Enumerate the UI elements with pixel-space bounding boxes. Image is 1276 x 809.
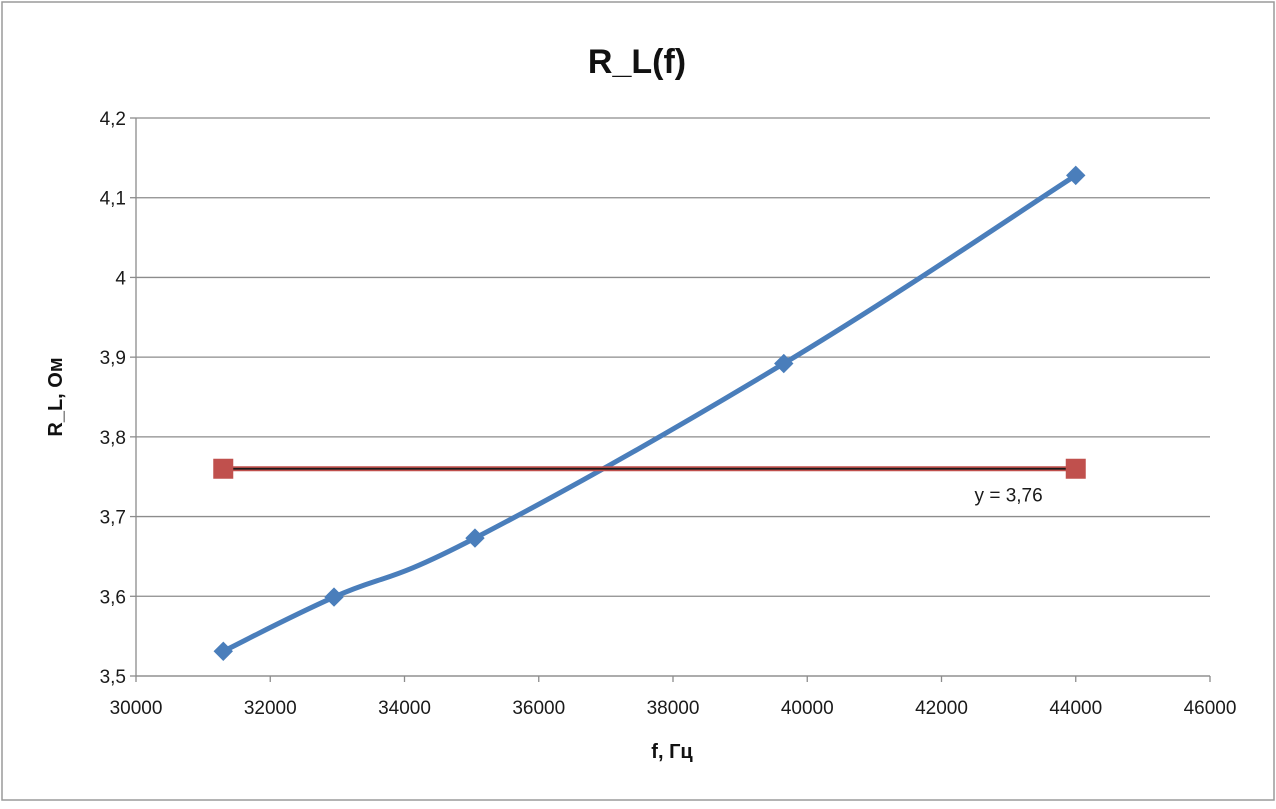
y-tick-label: 3,5 (100, 667, 126, 688)
y-tick-label: 4,2 (100, 109, 126, 130)
y-tick-label: 4,1 (100, 189, 126, 210)
series-layer (213, 165, 1086, 661)
x-tick-label: 46000 (1184, 698, 1237, 719)
series-line (220, 172, 1079, 654)
x-tick-label: 34000 (378, 698, 431, 719)
y-tick-label: 4 (115, 268, 126, 289)
trendline-equation-label: y = 3,76 (975, 485, 1043, 506)
y-tick-label: 3,7 (100, 508, 126, 529)
x-tick-label: 42000 (915, 698, 968, 719)
data-point-diamond (465, 528, 485, 548)
data-point-diamond (324, 587, 344, 607)
axis-layer: 3,5 3,6 3,7 3,8 3,9 4 4,1 4,2 30000 32000 34000 360… (100, 109, 1237, 719)
x-tick-label: 40000 (781, 698, 834, 719)
data-point-square (213, 458, 234, 479)
y-tick-label: 3,8 (100, 428, 126, 449)
x-tick-label: 38000 (647, 698, 700, 719)
x-tick-label: 36000 (512, 698, 565, 719)
chart-title: R_L(f) (588, 43, 686, 81)
data-point-diamond (213, 641, 233, 661)
data-point-square (1065, 458, 1086, 479)
x-axis-title: f, Гц (651, 741, 693, 763)
annotation-layer: y = 3,76 (975, 485, 1043, 506)
x-tick-label: 32000 (244, 698, 297, 719)
y-tick-label: 3,9 (100, 348, 126, 369)
grid-layer (136, 117, 1210, 677)
x-tick-label: 44000 (1049, 698, 1102, 719)
y-axis-title: R_L, Ом (45, 357, 67, 436)
data-point-diamond (774, 353, 794, 374)
x-tick-label: 30000 (110, 698, 163, 719)
data-point-diamond (1066, 165, 1086, 186)
y-tick-label: 3,6 (100, 587, 126, 608)
